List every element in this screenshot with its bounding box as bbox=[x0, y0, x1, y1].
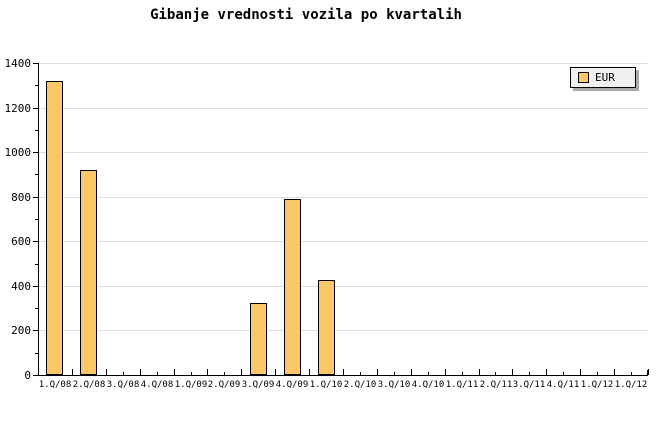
x-axis-label: 3.Q/10 bbox=[377, 380, 411, 390]
y-axis-label: 800 bbox=[11, 191, 31, 204]
x-minor-tick bbox=[631, 372, 632, 375]
x-axis-label: 1.Q/12 bbox=[614, 380, 648, 390]
y-minor-tick bbox=[35, 130, 38, 131]
bar bbox=[46, 81, 63, 375]
y-axis-label: 400 bbox=[11, 280, 31, 293]
x-major-tick bbox=[207, 369, 208, 375]
y-major-tick bbox=[33, 63, 38, 64]
y-axis-label: 600 bbox=[11, 235, 31, 248]
x-axis-label: 1.Q/08 bbox=[38, 380, 72, 390]
x-major-tick bbox=[241, 369, 242, 375]
y-minor-tick bbox=[35, 85, 38, 86]
y-minor-tick bbox=[35, 264, 38, 265]
x-minor-tick bbox=[394, 372, 395, 375]
x-axis-label: 2.Q/08 bbox=[72, 380, 106, 390]
x-axis-label: 2.Q/09 bbox=[207, 380, 241, 390]
x-major-tick bbox=[72, 369, 73, 375]
legend: EUR bbox=[570, 67, 636, 88]
x-axis-end-tick bbox=[647, 370, 648, 375]
gridline bbox=[39, 330, 648, 331]
x-axis-label: 1.Q/09 bbox=[174, 380, 208, 390]
legend-label: EUR bbox=[595, 71, 615, 84]
x-minor-tick bbox=[360, 372, 361, 375]
x-minor-tick bbox=[563, 372, 564, 375]
x-major-tick bbox=[512, 369, 513, 375]
x-major-tick bbox=[479, 369, 480, 375]
x-major-tick bbox=[106, 369, 107, 375]
y-major-tick bbox=[33, 108, 38, 109]
x-major-tick bbox=[648, 369, 649, 375]
x-major-tick bbox=[38, 369, 39, 375]
bar bbox=[250, 303, 267, 375]
chart-title: Gibanje vrednosti vozila po kvartalih bbox=[150, 7, 462, 23]
y-minor-tick bbox=[35, 174, 38, 175]
x-major-tick bbox=[174, 369, 175, 375]
x-minor-tick bbox=[529, 372, 530, 375]
x-minor-tick bbox=[597, 372, 598, 375]
y-major-tick bbox=[33, 152, 38, 153]
x-major-tick bbox=[546, 369, 547, 375]
x-axis-line bbox=[38, 375, 648, 376]
x-axis-label: 1.Q/12 bbox=[580, 380, 614, 390]
x-major-tick bbox=[445, 369, 446, 375]
x-axis-label: 4.Q/09 bbox=[275, 380, 309, 390]
y-major-tick bbox=[33, 241, 38, 242]
y-minor-tick bbox=[35, 353, 38, 354]
x-minor-tick bbox=[157, 372, 158, 375]
x-axis-label: 2.Q/11 bbox=[479, 380, 513, 390]
gridline bbox=[39, 197, 648, 198]
y-axis-line bbox=[38, 63, 39, 376]
gridline bbox=[39, 152, 648, 153]
x-axis-label: 1.Q/10 bbox=[309, 380, 343, 390]
y-major-tick bbox=[33, 375, 38, 376]
x-axis-label: 3.Q/08 bbox=[106, 380, 140, 390]
x-axis-label: 3.Q/11 bbox=[512, 380, 546, 390]
bar bbox=[80, 170, 97, 375]
x-minor-tick bbox=[495, 372, 496, 375]
x-axis-label: 4.Q/10 bbox=[411, 380, 445, 390]
y-axis-label: 1000 bbox=[4, 146, 32, 159]
x-major-tick bbox=[614, 369, 615, 375]
gridline bbox=[39, 108, 648, 109]
y-axis-label: 200 bbox=[11, 324, 31, 337]
y-major-tick bbox=[33, 330, 38, 331]
y-major-tick bbox=[33, 286, 38, 287]
x-minor-tick bbox=[462, 372, 463, 375]
x-major-tick bbox=[275, 369, 276, 375]
x-axis-label: 2.Q/10 bbox=[343, 380, 377, 390]
x-minor-tick bbox=[191, 372, 192, 375]
x-axis-label: 3.Q/09 bbox=[241, 380, 275, 390]
bar bbox=[318, 280, 335, 375]
x-minor-tick bbox=[428, 372, 429, 375]
x-minor-tick bbox=[224, 372, 225, 375]
x-major-tick bbox=[377, 369, 378, 375]
y-minor-tick bbox=[35, 308, 38, 309]
y-axis-label: 1400 bbox=[4, 57, 32, 70]
y-major-tick bbox=[33, 197, 38, 198]
gridline bbox=[39, 241, 648, 242]
gridline bbox=[39, 286, 648, 287]
x-major-tick bbox=[411, 369, 412, 375]
x-axis-label: 1.Q/11 bbox=[445, 380, 479, 390]
y-axis-label: 1200 bbox=[4, 102, 32, 115]
x-major-tick bbox=[343, 369, 344, 375]
legend-swatch-icon bbox=[578, 72, 589, 83]
x-major-tick bbox=[309, 369, 310, 375]
x-minor-tick bbox=[123, 372, 124, 375]
y-axis-label: 0 bbox=[24, 369, 31, 382]
x-axis-label: 4.Q/11 bbox=[546, 380, 580, 390]
x-major-tick bbox=[580, 369, 581, 375]
y-minor-tick bbox=[35, 219, 38, 220]
bar bbox=[284, 199, 301, 375]
gridline bbox=[39, 63, 648, 64]
x-major-tick bbox=[140, 369, 141, 375]
x-axis-label: 4.Q/08 bbox=[140, 380, 174, 390]
